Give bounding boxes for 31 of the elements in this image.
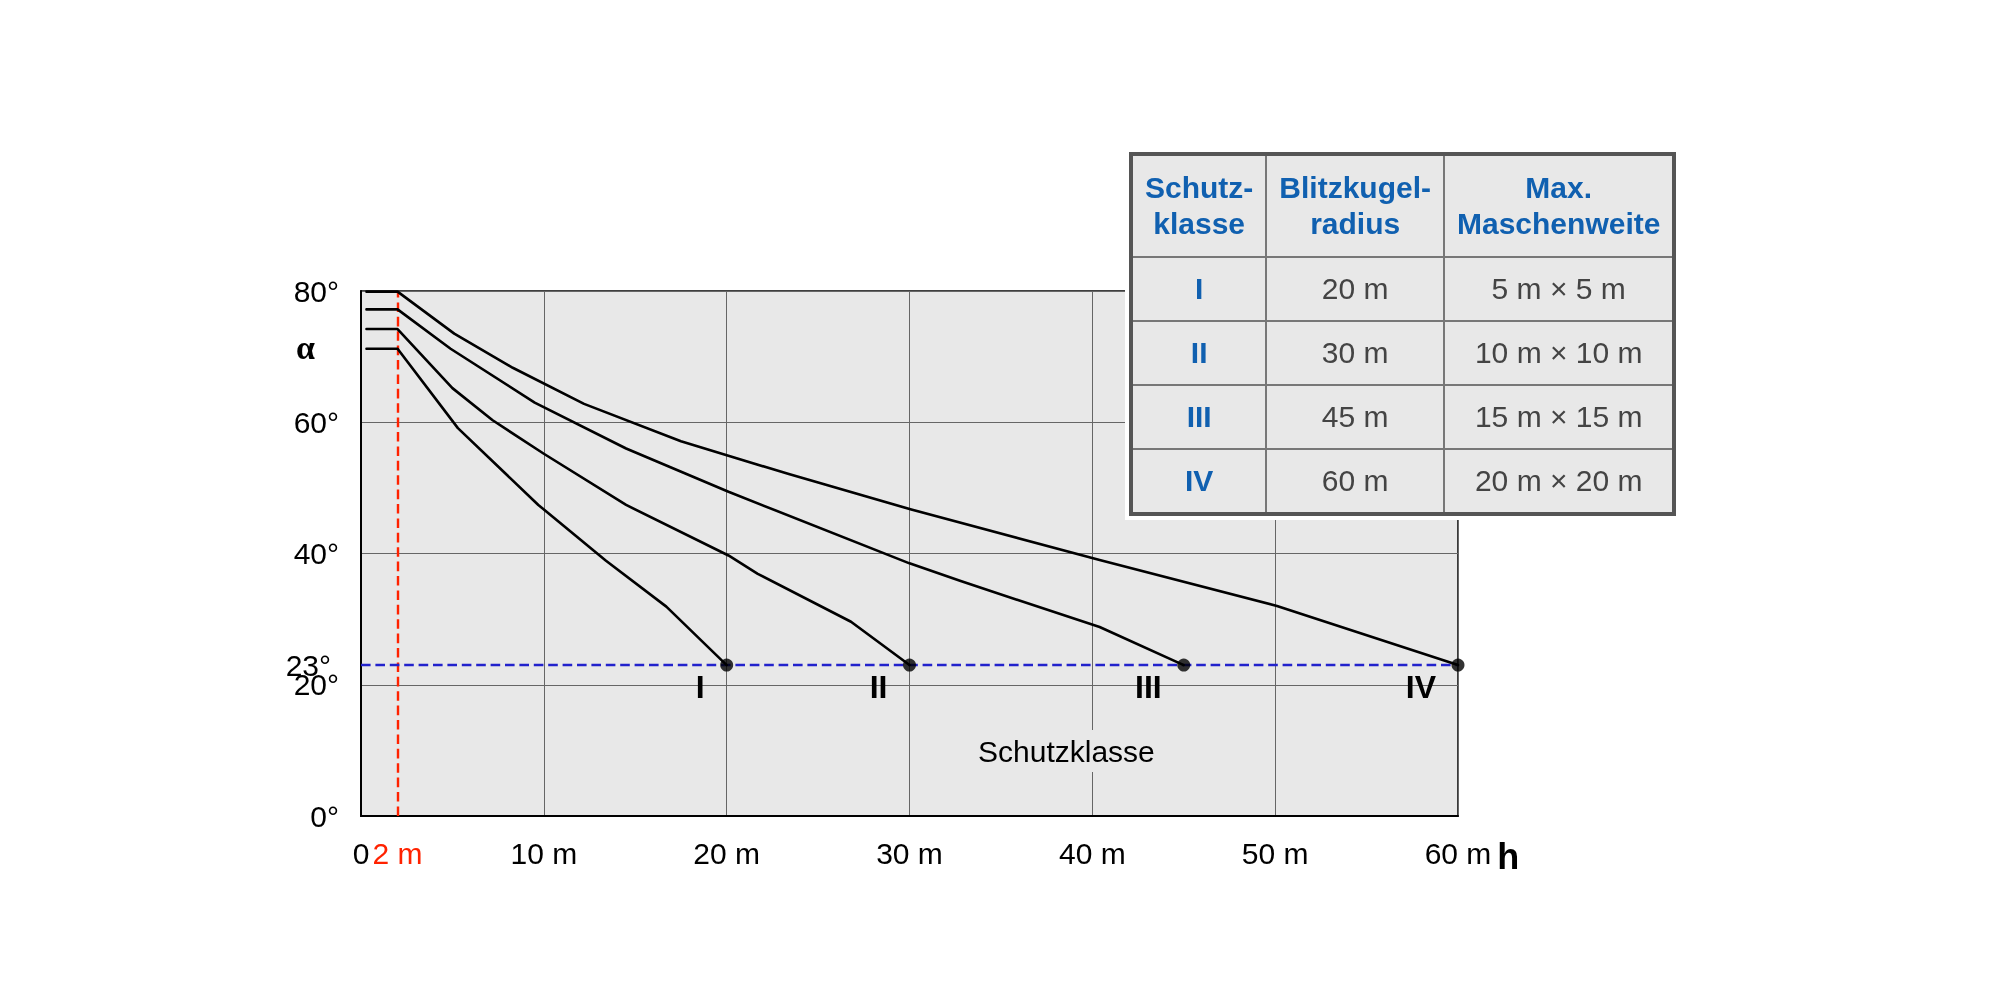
ref-line-label: 2 m (372, 836, 423, 870)
x-tick-label: 60 m (1424, 836, 1492, 870)
x-tick-label: 30 m (876, 836, 943, 870)
annotation: Schutzklasse (978, 734, 1155, 768)
category-label: Max. Maschenweite (1444, 154, 1675, 257)
text: 20 m (1321, 272, 1389, 305)
x-tick-label: 0 (352, 836, 370, 870)
x-tick-label: 10 m (510, 836, 578, 870)
text: 60 m (1321, 464, 1389, 497)
y-axis-title: α (296, 328, 315, 366)
series-label: I (695, 669, 705, 706)
x-tick-label: 50 m (1241, 836, 1309, 870)
text: 30 m (1321, 336, 1389, 369)
text: 15 m × 15 m (1474, 400, 1643, 433)
x-axis-title: h (1497, 835, 1520, 877)
y-tick-label: 60° (293, 405, 339, 439)
text: 20 m × 20 m (1474, 464, 1643, 497)
category-label: Schutz- klasse (1131, 154, 1267, 257)
y-tick-label: 40° (293, 537, 339, 570)
text: II (1190, 336, 1208, 369)
x-tick-label: 20 m (693, 836, 761, 870)
text: III (1186, 400, 1212, 433)
category-label: Blitzkugel- radius (1266, 154, 1444, 257)
y-tick-label: 0° (310, 799, 339, 833)
x-tick-label: 40 m (1058, 836, 1126, 870)
y-tick-label: 80° (293, 274, 339, 308)
text: 10 m × 10 m (1474, 336, 1643, 369)
text: I (1194, 272, 1204, 305)
text: 5 m × 5 m (1491, 272, 1626, 305)
text: IV (1184, 464, 1214, 497)
text: 45 m (1321, 400, 1389, 433)
